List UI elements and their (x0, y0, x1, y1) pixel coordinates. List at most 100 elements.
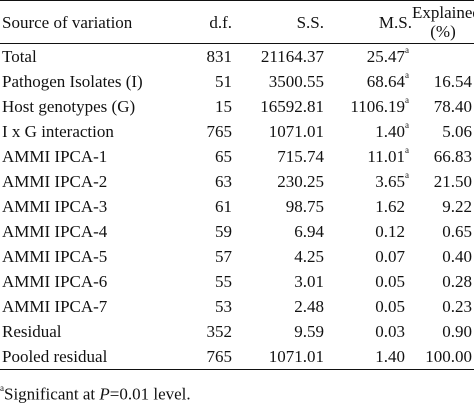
anova-table: Source of variation d.f. S.S. M.S. Expla… (0, 0, 474, 370)
cell-df: 65 (215, 147, 232, 166)
header-explained-line2: (%) (430, 22, 456, 41)
header-source-of-variation: Source of variation (0, 0, 168, 44)
table-row: Total 831 21164.37 25.47a (0, 44, 474, 70)
cell-source: Host genotypes (G) (2, 97, 136, 116)
footnote-mark: a (0, 383, 4, 393)
cell-df: 61 (215, 197, 232, 216)
cell-df: 59 (215, 222, 232, 241)
cell-ss: 6.94 (294, 222, 324, 241)
cell-df: 15 (215, 97, 232, 116)
cell-ms: 3.65a (375, 170, 409, 191)
cell-explained: 9.22 (442, 197, 472, 216)
cell-ms: 11.01a (367, 145, 409, 166)
cell-ms: 1.62 (340, 194, 412, 219)
header-row: Source of variation d.f. S.S. M.S. Expla… (0, 0, 474, 44)
table-row: I x G interaction 765 1071.01 1.40a 5.06 (0, 119, 474, 144)
cell-source: AMMI IPCA-3 (2, 197, 108, 216)
header-explained-line1: Explained (412, 3, 474, 22)
cell-ms: 25.47a (366, 45, 409, 66)
cell-ms: 0.05 (340, 294, 412, 319)
table-row: Pooled residual 765 1071.01 1.40 100.00 (0, 344, 474, 370)
header-ms: M.S. (340, 0, 412, 44)
cell-ms-value: 1.40 (375, 347, 405, 366)
table-row: AMMI IPCA-5 57 4.25 0.07 0.40 (0, 244, 474, 269)
cell-explained: 0.40 (442, 247, 472, 266)
cell-df: 55 (215, 272, 232, 291)
cell-ms-value: 1.40 (375, 122, 405, 141)
cell-df: 53 (215, 297, 232, 316)
cell-source: AMMI IPCA-6 (2, 272, 108, 291)
cell-ms-value: 1106.19 (350, 97, 405, 116)
cell-ss: 230.25 (277, 172, 324, 191)
cell-df: 57 (215, 247, 232, 266)
table-row: AMMI IPCA-4 59 6.94 0.12 0.65 (0, 219, 474, 244)
table-header: Source of variation d.f. S.S. M.S. Expla… (0, 0, 474, 44)
cell-ms-value: 0.12 (375, 222, 405, 241)
cell-source: AMMI IPCA-5 (2, 247, 108, 266)
cell-source: AMMI IPCA-4 (2, 222, 108, 241)
cell-explained: 0.23 (442, 297, 472, 316)
cell-ss: 3.01 (294, 272, 324, 291)
cell-ss: 3500.55 (268, 72, 324, 91)
header-df: d.f. (168, 0, 238, 44)
cell-source: AMMI IPCA-1 (2, 147, 108, 166)
cell-ms: 1.40a (375, 120, 409, 141)
cell-explained: 0.65 (442, 222, 472, 241)
cell-source: AMMI IPCA-7 (2, 297, 108, 316)
header-explained: Explained (%) (412, 0, 474, 44)
cell-ms: 0.07 (340, 244, 412, 269)
cell-explained: 21.50 (433, 172, 472, 191)
footnote-text-before: Significant at (4, 384, 100, 404)
cell-explained: 0.28 (442, 272, 472, 291)
cell-ss: 2.48 (294, 297, 324, 316)
cell-ms-value: 0.07 (375, 247, 405, 266)
cell-ms-value: 25.47 (366, 47, 405, 66)
cell-ss: 21164.37 (260, 47, 324, 66)
cell-source: I x G interaction (2, 122, 114, 141)
table-row: AMMI IPCA-1 65 715.74 11.01a 66.83 (0, 144, 474, 169)
cell-ms-value: 11.01 (367, 147, 405, 166)
cell-ss: 9.59 (294, 322, 324, 341)
cell-ss: 1071.01 (268, 122, 324, 141)
cell-explained: 5.06 (442, 122, 472, 141)
cell-df: 831 (206, 47, 233, 66)
cell-source: Pooled residual (0, 344, 168, 370)
cell-ms-value: 0.05 (375, 297, 405, 316)
footnote-text-after: =0.01 level. (109, 384, 191, 404)
cell-source: Residual (2, 322, 62, 341)
cell-ms: 68.64a (366, 70, 409, 91)
table-row: AMMI IPCA-7 53 2.48 0.05 0.23 (0, 294, 474, 319)
cell-ss: 98.75 (285, 197, 324, 216)
cell-df: 765 (168, 344, 238, 370)
cell-ms: 1106.19a (350, 95, 409, 116)
footnote-p-variable: P (99, 384, 110, 404)
cell-df: 63 (215, 172, 232, 191)
cell-ss: 16592.81 (260, 97, 324, 116)
cell-explained: 100.00 (412, 344, 474, 370)
cell-explained: 78.40 (433, 97, 472, 116)
table-body: Total 831 21164.37 25.47a Pathogen Isolates … (0, 44, 474, 370)
cell-ss: 1071.01 (238, 344, 340, 370)
cell-ms-value: 68.64 (366, 72, 405, 91)
cell-ms: 0.12 (340, 219, 412, 244)
cell-ms: 0.05 (340, 269, 412, 294)
cell-df: 51 (215, 72, 232, 91)
cell-source: Total (2, 47, 37, 66)
cell-source: Pathogen Isolates (I) (2, 72, 143, 91)
table-row: Residual 352 9.59 0.03 0.90 (0, 319, 474, 344)
cell-ms: 1.40 (340, 344, 412, 370)
cell-ss: 4.25 (294, 247, 324, 266)
table-row: Host genotypes (G) 15 16592.81 1106.19a 78.4… (0, 94, 474, 119)
table-row: Pathogen Isolates (I) 51 3500.55 68.64a 16.5… (0, 69, 474, 94)
cell-ms-value: 0.03 (375, 322, 405, 341)
table-row: AMMI IPCA-2 63 230.25 3.65a 21.50 (0, 169, 474, 194)
cell-df: 765 (206, 122, 233, 141)
header-ss: S.S. (238, 0, 340, 44)
table-row: AMMI IPCA-3 61 98.75 1.62 9.22 (0, 194, 474, 219)
cell-explained: 66.83 (433, 147, 472, 166)
cell-source: AMMI IPCA-2 (2, 172, 108, 191)
anova-table-container: Source of variation d.f. S.S. M.S. Expla… (0, 0, 474, 370)
cell-ss: 715.74 (277, 147, 324, 166)
cell-ms: 0.03 (340, 319, 412, 344)
cell-explained: 0.90 (442, 322, 472, 341)
